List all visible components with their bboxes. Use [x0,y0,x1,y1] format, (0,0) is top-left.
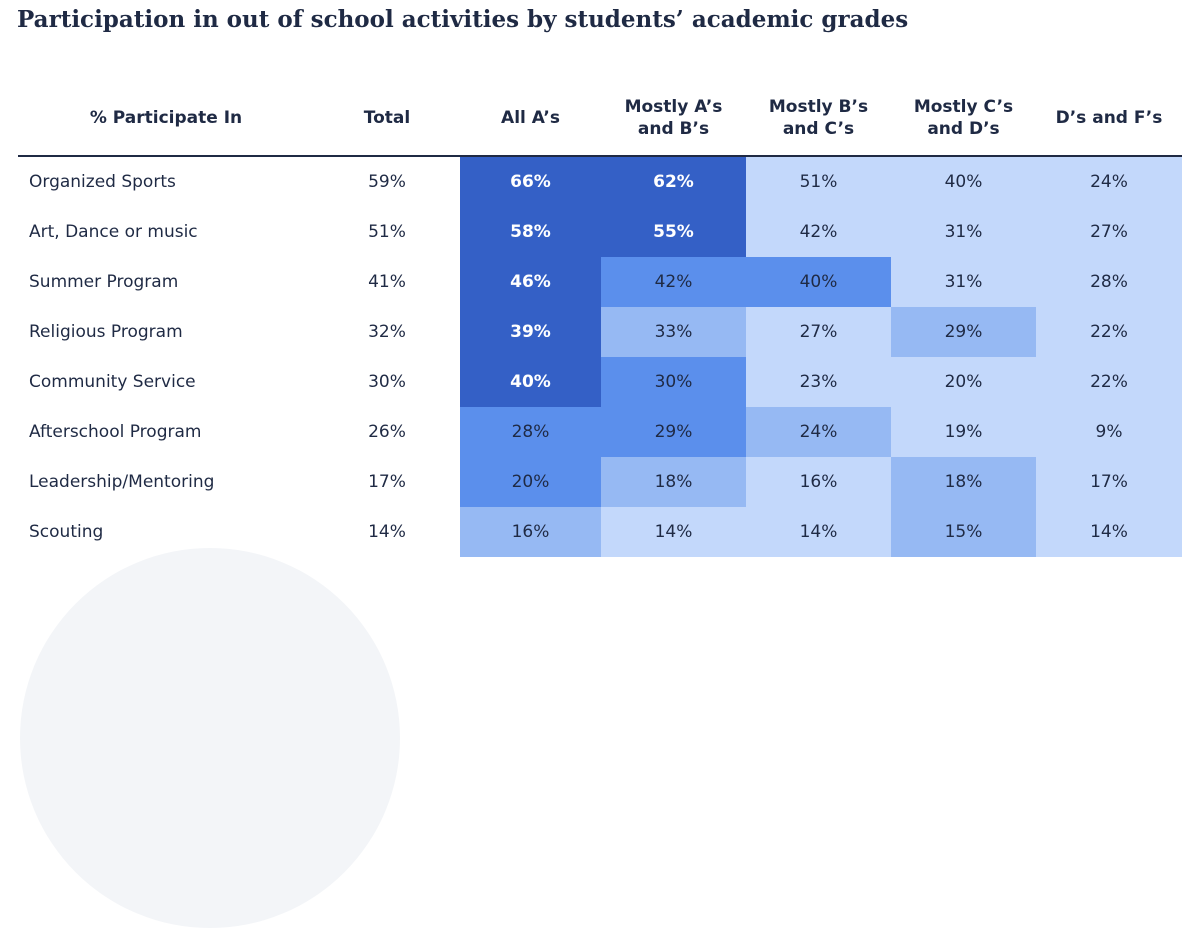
heat-cell: 24% [746,407,891,457]
heat-cell: 42% [746,207,891,257]
total-value: 41% [368,272,406,292]
heat-cell: 23% [746,357,891,407]
table-row: Afterschool Program 26% 28% 29% 24% 19% 9% [18,407,1182,457]
heat-cell: 28% [1036,257,1182,307]
total-value: 30% [368,372,406,392]
header-ds-fs: D’s and F’s [1055,108,1163,128]
heat-cell: 15% [891,507,1036,557]
heat-cell: 18% [891,457,1036,507]
heat-cell: 42% [601,257,746,307]
heat-cell: 22% [1036,357,1182,407]
header-mostly-cs-ds: Mostly C’s and D’s [913,97,1014,139]
heat-cell: 16% [460,507,601,557]
heat-cell: 14% [1036,507,1182,557]
total-value: 14% [368,522,406,542]
total-value: 26% [368,422,406,442]
table-row: Leadership/Mentoring 17% 20% 18% 16% 18% 17% [18,457,1182,507]
heat-cell: 66% [460,157,601,207]
heat-cell: 20% [891,357,1036,407]
heat-cell: 30% [601,357,746,407]
heat-cell: 39% [460,307,601,357]
table-row: Scouting 14% 16% 14% 14% 15% 14% [18,507,1182,557]
heat-cell: 51% [746,157,891,207]
row-label: Community Service [29,372,196,392]
heat-cell: 27% [746,307,891,357]
row-label: Organized Sports [29,172,176,192]
heat-cell: 24% [1036,157,1182,207]
header-rule [18,155,1182,157]
row-label: Religious Program [29,322,183,342]
heat-cell: 16% [746,457,891,507]
page-title: Participation in out of school activitie… [17,6,909,33]
heat-cell: 40% [891,157,1036,207]
heat-cell: 31% [891,207,1036,257]
heat-cell: 29% [601,407,746,457]
heat-cell: 62% [601,157,746,207]
row-label: Art, Dance or music [29,222,198,242]
total-value: 32% [368,322,406,342]
table-row: Organized Sports 59% 66% 62% 51% 40% 24% [18,157,1182,207]
row-label: Scouting [29,522,104,542]
heat-cell: 20% [460,457,601,507]
table-row: Community Service 30% 40% 30% 23% 20% 22% [18,357,1182,407]
heat-cell: 14% [746,507,891,557]
table-row: Art, Dance or music 51% 58% 55% 42% 31% 27% [18,207,1182,257]
heat-cell: 17% [1036,457,1182,507]
row-label: Afterschool Program [29,422,202,442]
heat-cell: 31% [891,257,1036,307]
header-activity: % Participate In [89,108,243,128]
heat-cell: 22% [1036,307,1182,357]
participation-table: % Participate In Total All A’s Mostly A’s a… [18,0,1182,583]
header-mostly-as-bs: Mostly A’s and B’s [624,97,723,139]
row-label: Leadership/Mentoring [29,472,215,492]
total-value: 51% [368,222,406,242]
table-row: Religious Program 32% 39% 33% 27% 29% 22% [18,307,1182,357]
table-row: Summer Program 41% 46% 42% 40% 31% 28% [18,257,1182,307]
heat-cell: 28% [460,407,601,457]
total-value: 17% [368,472,406,492]
decorative-circle [20,548,400,928]
header-mostly-bs-cs: Mostly B’s and C’s [768,97,869,139]
heat-cell: 55% [601,207,746,257]
heat-cell: 33% [601,307,746,357]
heat-cell: 40% [460,357,601,407]
header-all-as: All A’s [501,108,560,128]
heat-cell: 40% [746,257,891,307]
heat-cell: 58% [460,207,601,257]
heat-cell: 27% [1036,207,1182,257]
heat-cell: 9% [1036,407,1182,457]
heat-cell: 46% [460,257,601,307]
heat-cell: 18% [601,457,746,507]
heat-cell: 19% [891,407,1036,457]
header-total: Total [363,108,411,128]
heat-cell: 29% [891,307,1036,357]
heat-cell: 14% [601,507,746,557]
row-label: Summer Program [29,272,179,292]
total-value: 59% [368,172,406,192]
